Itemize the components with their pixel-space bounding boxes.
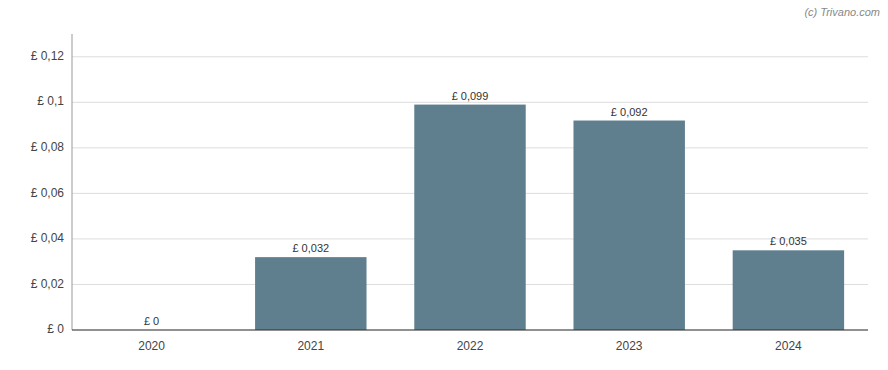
annotation: (c) Trivano.com <box>804 6 880 18</box>
y-tick-label: £ 0,04 <box>31 231 65 245</box>
x-tick-label: 2021 <box>297 339 324 353</box>
y-tick-label: £ 0 <box>47 322 64 336</box>
chart: £ 0£ 0,02£ 0,04£ 0,06£ 0,08£ 0,1£ 0,12£ … <box>0 0 888 370</box>
bar <box>255 257 366 330</box>
y-tick-label: £ 0,08 <box>31 140 65 154</box>
y-tick-label: £ 0,02 <box>31 277 65 291</box>
grid-line <box>72 102 868 103</box>
bar <box>414 105 525 330</box>
data-label: £ 0 <box>144 315 159 327</box>
bar <box>573 121 684 330</box>
data-label: £ 0,035 <box>770 235 807 247</box>
y-tick-label: £ 0,1 <box>37 94 64 108</box>
y-axis-line <box>72 34 73 330</box>
data-label: £ 0,032 <box>292 242 329 254</box>
data-labels: £ 0 £ 0,032 £ 0,099 £ 0,092 £ 0,035 <box>144 90 807 327</box>
x-tick-label: 2023 <box>616 339 643 353</box>
x-tick-label: 2020 <box>138 339 165 353</box>
x-axis: 2020 2021 2022 2023 2024 <box>72 330 868 353</box>
x-axis-line <box>72 330 868 331</box>
bars <box>255 105 844 330</box>
page: {"chart_data": {"type": "bar", "annotati… <box>0 0 888 370</box>
x-tick-label: 2022 <box>457 339 484 353</box>
data-label: £ 0,099 <box>452 90 489 102</box>
grid-line <box>72 56 868 57</box>
y-axis: £ 0 £ 0,02 £ 0,04 £ 0,06 £ 0,08 £ 0,1 £ 0,12 <box>31 34 868 336</box>
y-tick-label: £ 0,06 <box>31 186 65 200</box>
y-tick-label: £ 0,12 <box>31 49 65 63</box>
x-tick-label: 2024 <box>775 339 802 353</box>
data-label: £ 0,092 <box>611 106 648 118</box>
grid-line <box>72 330 868 331</box>
bar <box>733 250 844 330</box>
